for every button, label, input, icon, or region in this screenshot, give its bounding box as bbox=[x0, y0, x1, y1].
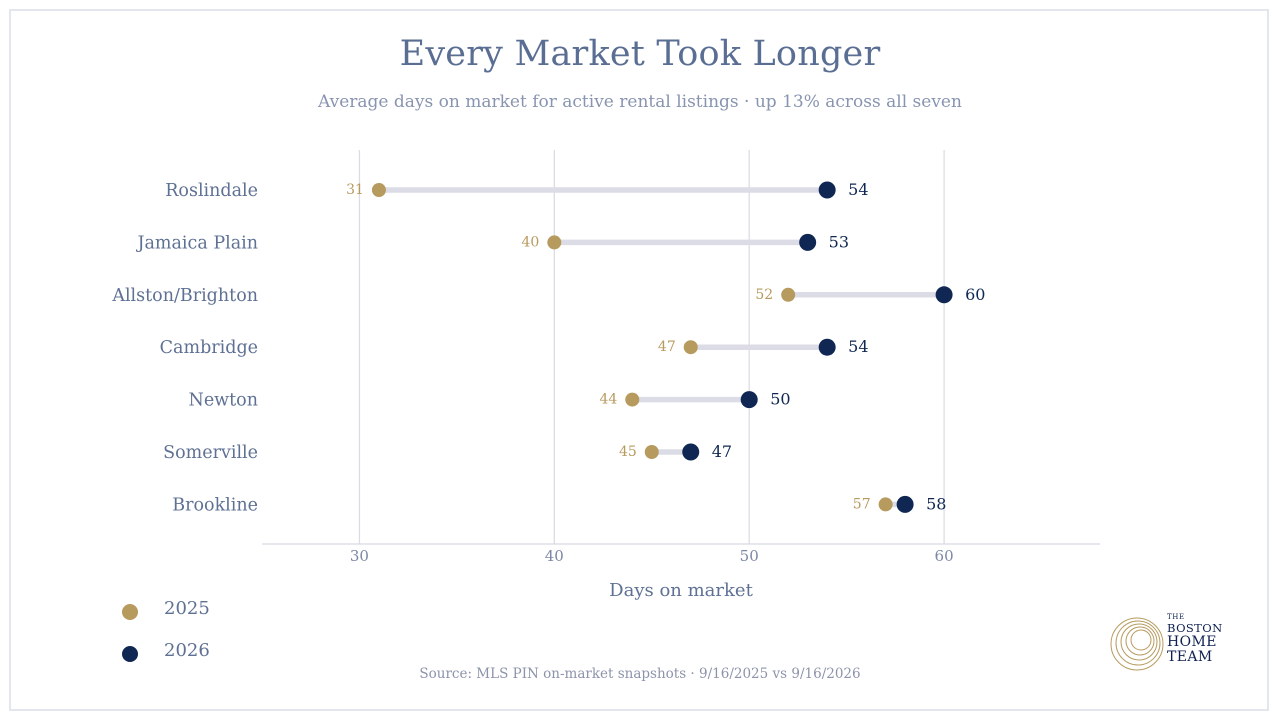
legend-label-2026: 2026 bbox=[164, 640, 210, 661]
point-2026-cambridge bbox=[818, 338, 836, 356]
legend-label-2025: 2025 bbox=[164, 598, 210, 619]
point-2025-brookline bbox=[878, 497, 893, 512]
logo-team: TEAM bbox=[1167, 649, 1213, 665]
x-tick-label-40: 40 bbox=[545, 547, 564, 565]
value-label-2026-allston-brighton: 60 bbox=[965, 285, 985, 304]
point-2025-cambridge bbox=[683, 340, 698, 355]
value-label-2025-newton: 44 bbox=[599, 392, 617, 408]
x-tick-label-50: 50 bbox=[740, 547, 759, 565]
category-label-jamaica-plain: Jamaica Plain bbox=[135, 233, 258, 253]
value-label-2025-somerville: 45 bbox=[619, 444, 637, 460]
x-tick-label-30: 30 bbox=[350, 547, 369, 565]
value-label-2025-allston-brighton: 52 bbox=[755, 287, 773, 303]
category-label-somerville: Somerville bbox=[163, 443, 258, 463]
point-2025-jamaica-plain bbox=[547, 235, 562, 250]
value-label-2026-roslindale: 54 bbox=[848, 180, 868, 199]
point-2026-roslindale bbox=[818, 181, 836, 199]
value-label-2026-cambridge: 54 bbox=[848, 337, 868, 356]
brand-logo: THE BOSTON HOME TEAM bbox=[1108, 612, 1232, 676]
point-2026-jamaica-plain bbox=[799, 233, 817, 251]
logo-the: THE bbox=[1167, 613, 1185, 621]
logo-rings-icon bbox=[1110, 617, 1164, 671]
point-2026-allston-brighton bbox=[935, 286, 953, 304]
source-note: Source: MLS PIN on-market snapshots · 9/… bbox=[419, 666, 861, 682]
point-2025-newton bbox=[625, 392, 640, 407]
chart-frame bbox=[9, 9, 1269, 711]
x-axis-title: Days on market bbox=[609, 580, 753, 601]
legend-marker-2025 bbox=[122, 604, 138, 620]
x-tick-label-60: 60 bbox=[935, 547, 954, 565]
point-2026-somerville bbox=[682, 443, 700, 461]
category-label-brookline: Brookline bbox=[172, 495, 258, 515]
chart-subtitle: Average days on market for active rental… bbox=[318, 92, 962, 112]
category-label-roslindale: Roslindale bbox=[165, 181, 258, 201]
logo-boston: BOSTON bbox=[1167, 621, 1223, 635]
value-label-2025-brookline: 57 bbox=[853, 496, 871, 512]
point-2025-allston-brighton bbox=[781, 287, 796, 302]
value-label-2025-jamaica-plain: 40 bbox=[521, 234, 539, 250]
value-label-2026-newton: 50 bbox=[770, 390, 790, 409]
legend-marker-2026 bbox=[122, 646, 138, 662]
chart-title: Every Market Took Longer bbox=[399, 34, 881, 74]
value-label-2025-roslindale: 31 bbox=[346, 182, 364, 198]
value-label-2026-brookline: 58 bbox=[926, 494, 946, 513]
category-label-newton: Newton bbox=[189, 391, 259, 411]
logo-home: HOME bbox=[1167, 634, 1217, 650]
point-2026-brookline bbox=[896, 495, 914, 513]
point-2026-newton bbox=[740, 391, 758, 409]
value-label-2026-somerville: 47 bbox=[712, 442, 732, 461]
value-label-2025-cambridge: 47 bbox=[658, 339, 676, 355]
value-label-2026-jamaica-plain: 53 bbox=[829, 232, 849, 251]
category-label-cambridge: Cambridge bbox=[160, 338, 258, 358]
category-label-allston-brighton: Allston/Brighton bbox=[111, 286, 258, 306]
point-2025-somerville bbox=[644, 445, 659, 459]
point-2025-roslindale bbox=[371, 183, 386, 197]
